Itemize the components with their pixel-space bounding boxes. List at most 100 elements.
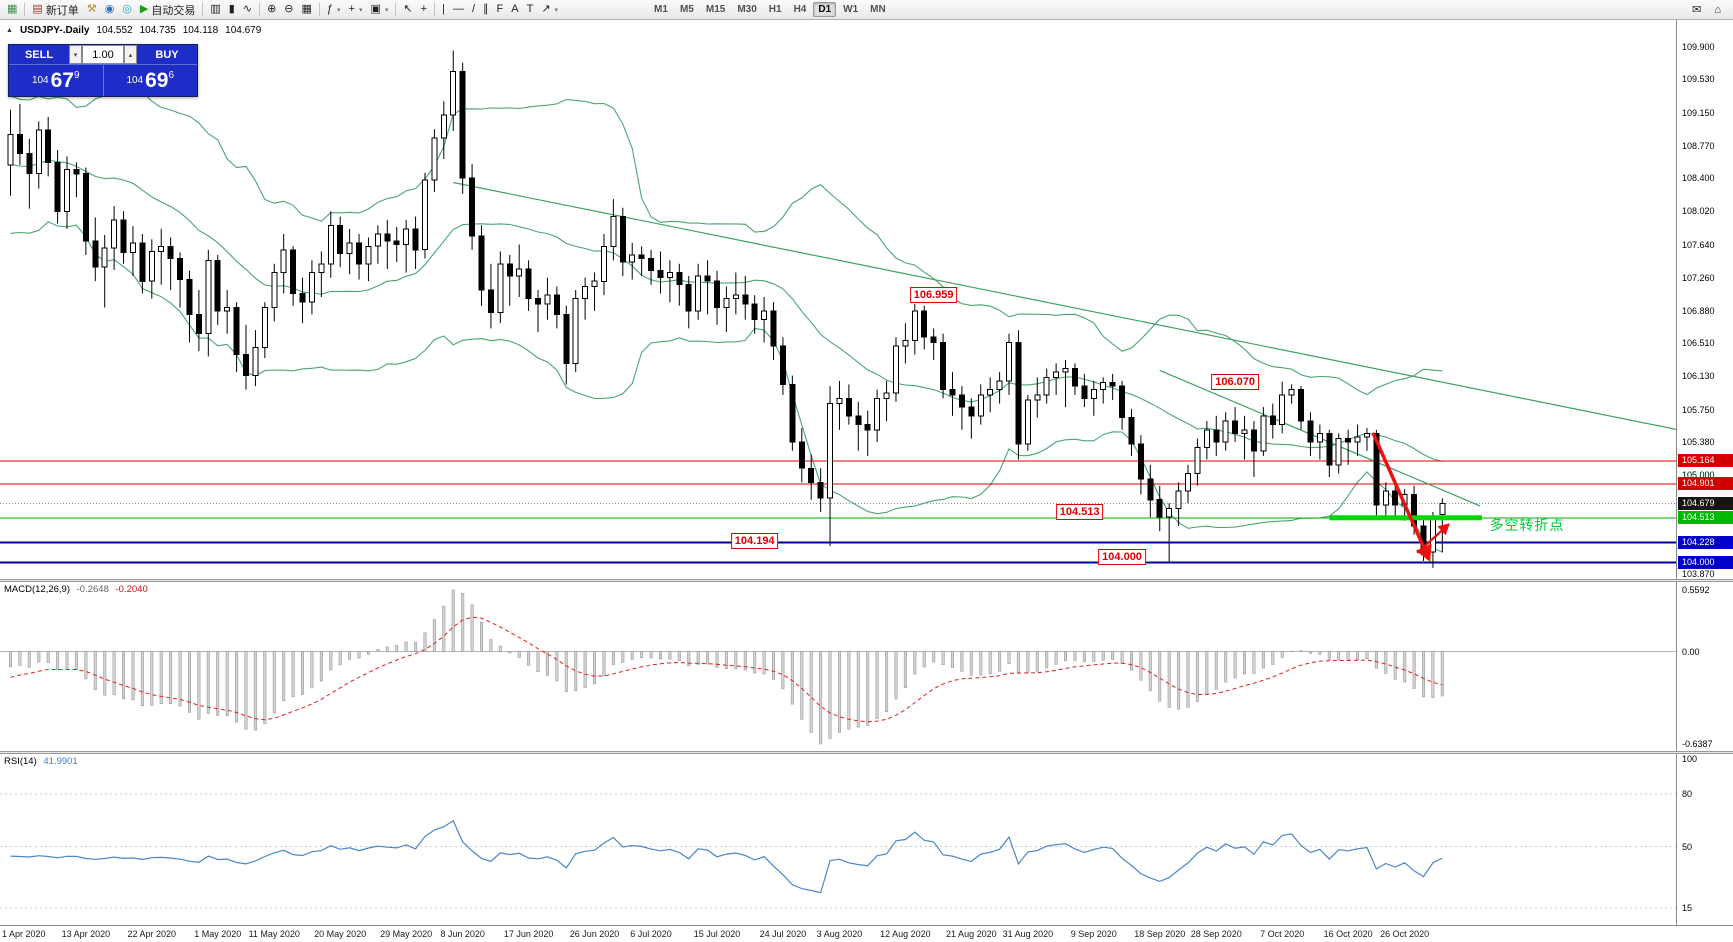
add-object-icon-dropdown[interactable]: ▾: [358, 6, 363, 14]
axis-label: 103.870: [1682, 569, 1715, 580]
sell-button[interactable]: SELL: [24, 48, 54, 61]
crosshair-icon[interactable]: +: [417, 1, 431, 18]
date-label: 29 May 2020: [380, 929, 433, 939]
panel-splitter[interactable]: [0, 751, 1733, 754]
text-label-icon-glyph: T: [526, 3, 534, 15]
timeframe-m1-button[interactable]: M1: [654, 4, 668, 15]
price-level-label[interactable]: 104.194: [730, 532, 779, 549]
indicators-icon[interactable]: ƒ ▾: [323, 1, 345, 18]
volume-decrease-button[interactable]: ▾: [69, 45, 82, 64]
templates-icon-dropdown[interactable]: ▾: [384, 6, 389, 14]
horizontal-line-icon[interactable]: —: [449, 1, 468, 18]
buy-price-sup: 6: [168, 70, 175, 81]
arrows-icon[interactable]: ↗ ▾: [537, 1, 562, 18]
timeframe-w1-button[interactable]: W1: [843, 4, 859, 15]
price-level-label[interactable]: 106.070: [1211, 373, 1259, 390]
toolbar-separator: [259, 3, 261, 16]
buy-price-button[interactable]: 104 69 6: [104, 65, 198, 96]
timeframe-m5-button[interactable]: M5: [679, 4, 694, 15]
price-tag: 104.000: [1678, 556, 1733, 570]
date-label: 21 Aug 2020: [946, 929, 997, 939]
fibonacci-icon[interactable]: F: [493, 1, 508, 18]
toolbox-icon[interactable]: ⚒: [83, 1, 101, 18]
price-axis[interactable]: 109.900 109.530 109.150 108.770 108.400 108.0…: [1676, 20, 1733, 925]
toolbox-icon-glyph: ⚒: [86, 3, 97, 15]
alerts-icon[interactable]: ✉: [1692, 4, 1702, 16]
text-label-icon[interactable]: T: [523, 1, 538, 18]
templates-icon[interactable]: ▣ ▾: [367, 1, 393, 18]
date-label: 26 Jun 2020: [569, 929, 620, 939]
price-tag: 104.228: [1678, 536, 1733, 550]
macd-panel[interactable]: [0, 582, 1676, 751]
community-icon[interactable]: ⌂: [1714, 3, 1721, 16]
date-label: 1 May 2020: [194, 929, 242, 939]
axis-label: 108.020: [1682, 206, 1715, 217]
bar-chart-icon[interactable]: ▥: [206, 1, 224, 18]
sell-price-sup: 9: [73, 70, 80, 81]
price-tag: 104.901: [1678, 477, 1733, 491]
signals-icon-glyph: ◎: [122, 3, 132, 15]
horizontal-line-icon-glyph: —: [452, 3, 464, 15]
timeframe-m30-button[interactable]: M30: [737, 4, 757, 15]
date-label: 9 Sep 2020: [1070, 929, 1117, 939]
autotrading-button[interactable]: ▶ 自动交易: [136, 1, 199, 18]
rsi-panel[interactable]: [0, 754, 1676, 925]
arrows-icon-dropdown[interactable]: ▾: [554, 6, 559, 14]
timeframe-d1-button[interactable]: D1: [813, 2, 837, 17]
price-level-label[interactable]: 106.959: [909, 287, 958, 304]
price-tag: 105.164: [1678, 454, 1733, 468]
date-label: 31 Aug 2020: [1002, 929, 1054, 939]
trendline-icon[interactable]: /: [468, 1, 479, 18]
rsi-name: RSI(14): [4, 756, 37, 767]
equidistant-channel-icon[interactable]: ∥: [479, 1, 493, 18]
tile-windows-icon[interactable]: ▦: [298, 1, 316, 18]
open-value: 104.552: [96, 25, 133, 36]
buy-button[interactable]: BUY: [155, 48, 179, 61]
time-axis[interactable]: 1 Apr 2020 13 Apr 2020 22 Apr 2020 1 May 20…: [0, 925, 1733, 942]
axis-label: 105.000: [1682, 470, 1715, 481]
axis-label: 107.640: [1682, 239, 1715, 250]
buy-price-big: 69: [145, 69, 169, 92]
new-order-button[interactable]: ▤ 新订单: [28, 1, 82, 18]
tile-windows-icon-glyph: ▦: [301, 3, 312, 15]
line-chart-icon[interactable]: ∿: [239, 1, 256, 18]
timeframe-h1-button[interactable]: H1: [768, 4, 782, 15]
new-chart-icon-glyph: ▦: [7, 3, 18, 15]
timeframe-h4-button[interactable]: H4: [793, 4, 807, 15]
indicators-icon-dropdown[interactable]: ▾: [337, 6, 341, 14]
text-icon-glyph: A: [511, 3, 519, 15]
axis-label: 0.00: [1682, 646, 1700, 657]
volume-input[interactable]: 1.00: [82, 45, 124, 64]
sell-price-button[interactable]: 104 67 9: [9, 65, 103, 96]
date-label: 7 Oct 2020: [1260, 929, 1305, 939]
add-object-icon[interactable]: + ▾: [345, 1, 367, 18]
axis-label: 106.510: [1682, 338, 1715, 349]
turning-point-annotation[interactable]: 多空转折点: [1489, 517, 1565, 534]
new-order-button-glyph: ▤: [32, 3, 43, 15]
signals-icon[interactable]: ◎: [118, 1, 136, 18]
date-label: 13 Apr 2020: [61, 929, 111, 939]
price-level-label[interactable]: 104.000: [1098, 549, 1146, 566]
axis-label: 108.400: [1682, 173, 1715, 184]
price-tag: 104.679: [1678, 496, 1733, 510]
fibonacci-icon-glyph: F: [496, 3, 504, 15]
zoom-out-icon[interactable]: ⊖: [280, 1, 297, 18]
date-label: 12 Aug 2020: [880, 929, 931, 939]
new-chart-icon[interactable]: ▦: [3, 1, 21, 18]
date-label: 26 Oct 2020: [1380, 929, 1430, 939]
timeframe-m15-button[interactable]: M15: [705, 4, 726, 15]
volume-increase-button[interactable]: ▴: [124, 45, 137, 64]
timeframe-mn-button[interactable]: MN: [870, 4, 886, 15]
price-level-label[interactable]: 104.513: [1055, 503, 1104, 520]
text-icon[interactable]: A: [507, 1, 522, 18]
axis-label: -0.6387: [1682, 739, 1713, 749]
axis-label: 0.5592: [1682, 585, 1710, 595]
panel-splitter[interactable]: [0, 579, 1733, 582]
vertical-line-icon[interactable]: |: [438, 1, 449, 18]
axis-label: 100: [1682, 754, 1698, 764]
zoom-in-icon[interactable]: ⊕: [263, 1, 280, 18]
market-icon[interactable]: ◉: [101, 1, 119, 18]
price-chart[interactable]: [0, 20, 1676, 579]
cursor-icon[interactable]: ↖: [399, 1, 416, 18]
candlestick-chart-icon[interactable]: ▮: [225, 1, 239, 18]
